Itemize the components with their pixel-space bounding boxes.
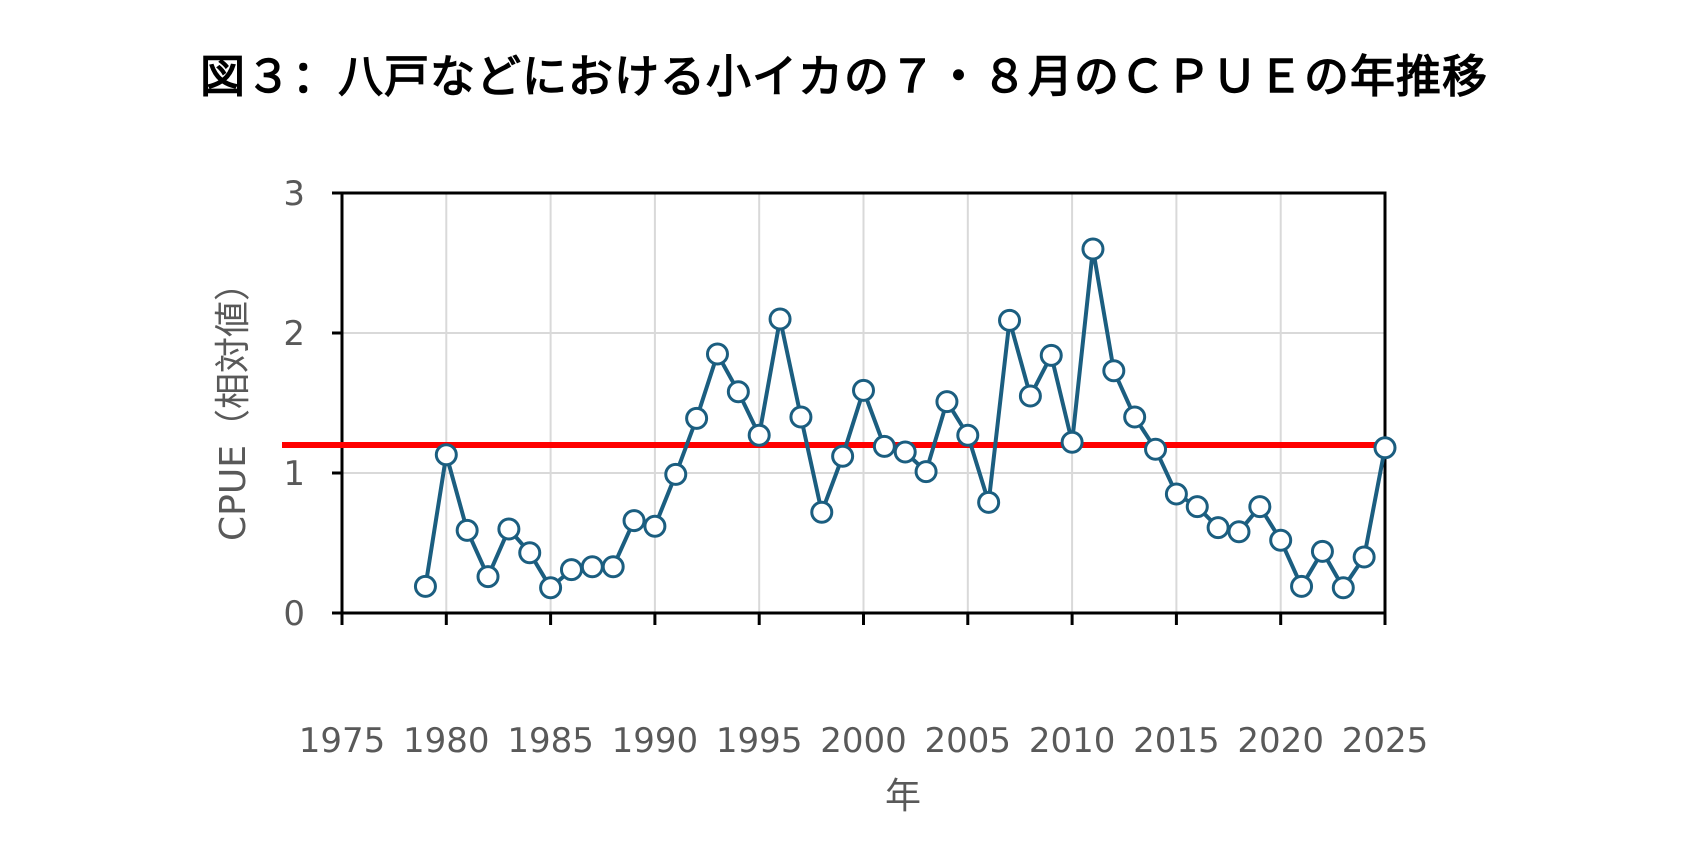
data-point	[1290, 574, 1314, 598]
data-point	[1352, 545, 1376, 569]
data-point	[1310, 539, 1334, 563]
data-point	[455, 518, 479, 542]
data-point	[1102, 359, 1126, 383]
data-point	[559, 558, 583, 582]
data-point	[1269, 528, 1293, 552]
x-tick-label: 2010	[1029, 721, 1116, 761]
x-tick-label: 1990	[612, 721, 699, 761]
data-point	[1185, 495, 1209, 519]
data-point	[977, 490, 1001, 514]
y-tick-label: 2	[283, 314, 305, 354]
data-point	[622, 509, 646, 533]
data-point	[601, 555, 625, 579]
x-tick-label: 1995	[716, 721, 803, 761]
series-group	[413, 237, 1397, 600]
y-tick-label: 1	[283, 454, 305, 494]
data-point	[1248, 495, 1272, 519]
x-tick-label: 1980	[403, 721, 490, 761]
x-tick-label: 2015	[1133, 721, 1220, 761]
data-point	[935, 390, 959, 414]
x-tick-label: 2005	[925, 721, 1012, 761]
data-point	[1018, 384, 1042, 408]
x-tick-label: 2025	[1342, 721, 1429, 761]
data-point	[810, 500, 834, 524]
data-point	[434, 443, 458, 467]
data-point	[1373, 436, 1397, 460]
y-axis-label: CPUE（相対値）	[213, 265, 254, 541]
x-tick-label: 2000	[820, 721, 907, 761]
data-point	[998, 308, 1022, 332]
chart-title: 図３：八戸などにおける小イカの７・８月のＣＰＵＥの年推移	[199, 50, 1488, 103]
data-point	[643, 514, 667, 538]
y-tick-label: 3	[283, 174, 305, 214]
data-point	[1039, 343, 1063, 367]
y-tick-label: 0	[283, 594, 305, 634]
data-point	[789, 405, 813, 429]
data-point	[1081, 237, 1105, 261]
data-point	[1144, 437, 1168, 461]
data-point	[1060, 430, 1084, 454]
data-point	[872, 434, 896, 458]
data-point	[747, 423, 771, 447]
data-point	[726, 380, 750, 404]
data-point	[664, 462, 688, 486]
x-tick-label: 1975	[299, 721, 386, 761]
x-tick-label: 1985	[507, 721, 594, 761]
data-point	[705, 342, 729, 366]
data-point	[685, 406, 709, 430]
data-point	[476, 565, 500, 589]
data-point	[1331, 576, 1355, 600]
data-point	[893, 440, 917, 464]
tick-labels: 1975 1980 1985 1990 1995 2000 2005 2010 2015 2020…	[283, 174, 1428, 761]
x-tick-label: 2020	[1237, 721, 1324, 761]
data-point	[1123, 405, 1147, 429]
data-point	[831, 444, 855, 468]
data-point	[539, 576, 563, 600]
data-point	[518, 541, 542, 565]
data-point	[413, 574, 437, 598]
data-point	[1206, 516, 1230, 540]
data-point	[768, 307, 792, 331]
data-point	[1164, 482, 1188, 506]
x-axis-label: 年	[885, 776, 921, 817]
plot-frame	[340, 191, 1387, 615]
data-point	[497, 517, 521, 541]
data-point	[1227, 520, 1251, 544]
axes	[332, 191, 1387, 625]
data-point	[852, 378, 875, 402]
data-point	[956, 423, 980, 447]
data-point	[914, 460, 938, 484]
data-point	[580, 555, 604, 579]
